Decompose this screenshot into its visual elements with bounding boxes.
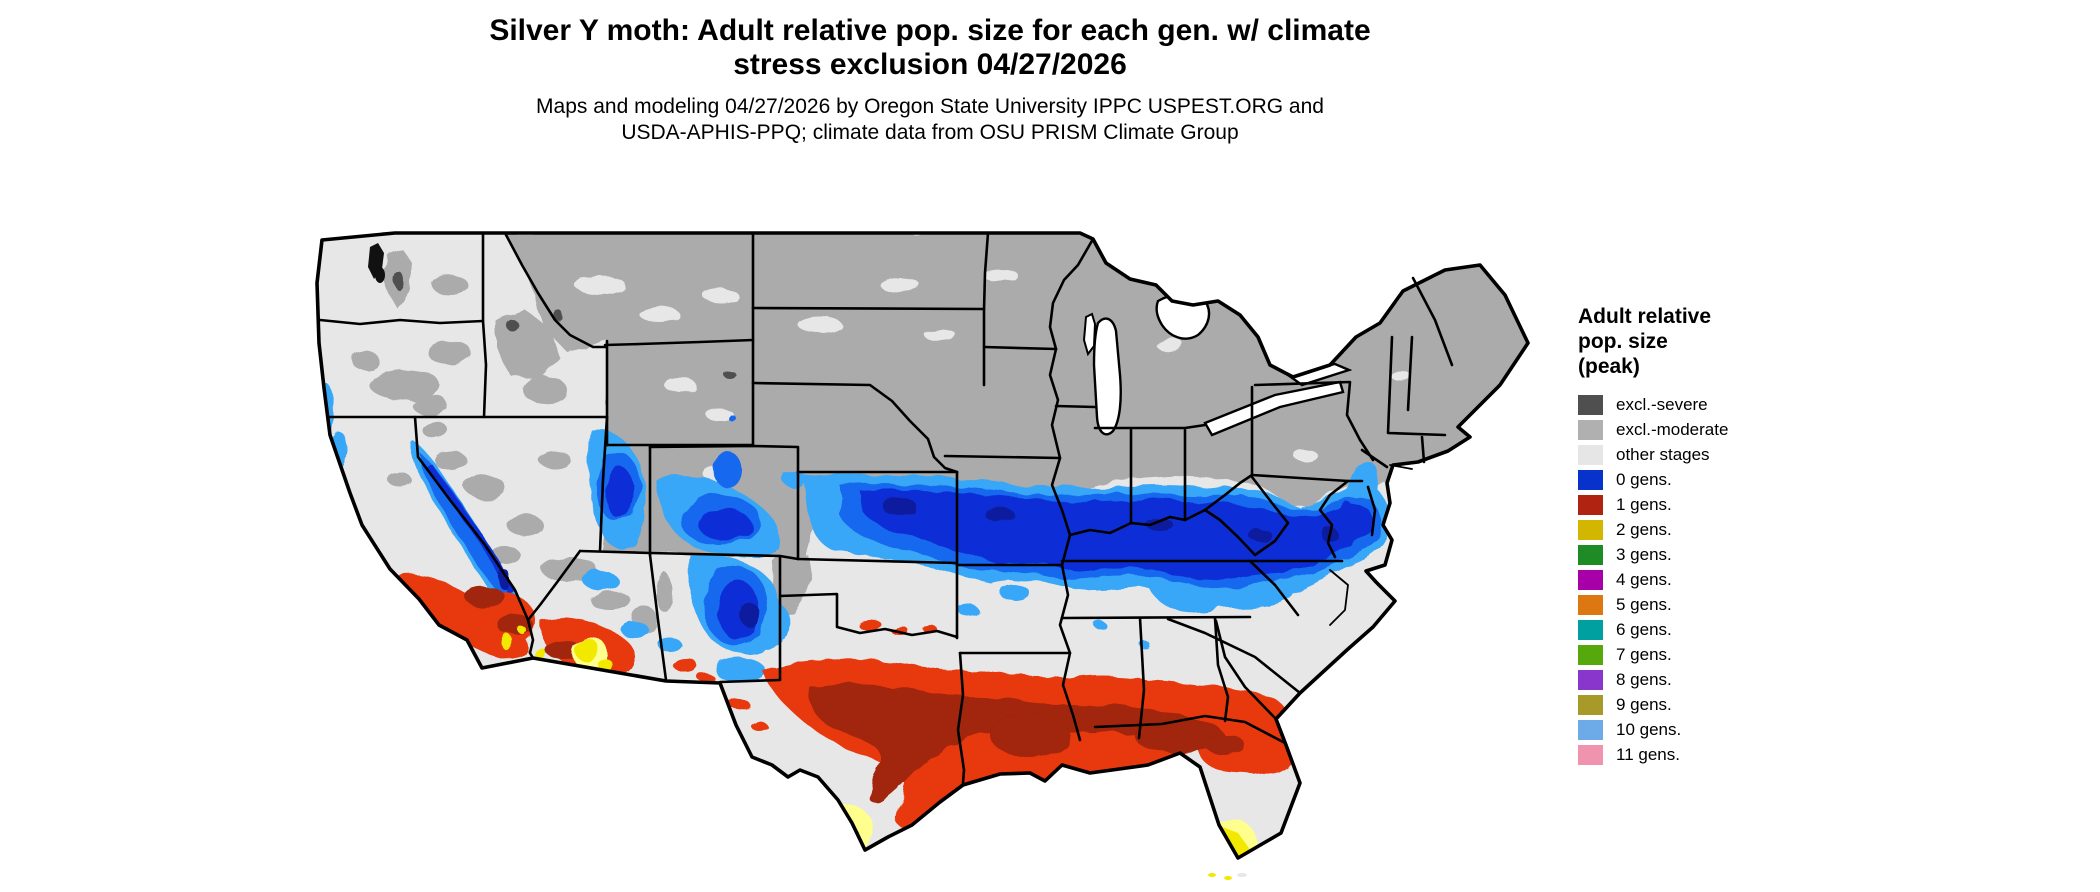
legend-item: 4 gens. bbox=[1578, 570, 1818, 590]
map-subtitle-line1: Maps and modeling 04/27/2026 by Oregon S… bbox=[536, 95, 1324, 118]
florida-keys bbox=[1208, 873, 1247, 880]
legend-label: 2 gens. bbox=[1616, 520, 1672, 539]
legend-label: other stages bbox=[1616, 445, 1710, 464]
legend-label: 5 gens. bbox=[1616, 595, 1672, 614]
legend-swatch bbox=[1578, 495, 1603, 515]
legend-label: 8 gens. bbox=[1616, 670, 1672, 689]
legend-label: excl.-moderate bbox=[1616, 420, 1729, 439]
legend-swatch bbox=[1578, 645, 1603, 665]
legend-swatch bbox=[1578, 720, 1603, 740]
legend-item: 11 gens. bbox=[1578, 745, 1818, 765]
legend-title-line2: pop. size bbox=[1578, 330, 1668, 353]
legend-label: 3 gens. bbox=[1616, 545, 1672, 564]
legend-title-line3: (peak) bbox=[1578, 355, 1640, 378]
us-map-svg bbox=[315, 231, 1530, 880]
legend-item: 1 gens. bbox=[1578, 495, 1818, 515]
legend-item: 0 gens. bbox=[1578, 470, 1818, 490]
legend-label: excl.-severe bbox=[1616, 395, 1708, 414]
legend-rows: excl.-severe excl.-moderate other stages 0 … bbox=[1578, 395, 1818, 770]
legend-swatch bbox=[1578, 745, 1603, 765]
us-map bbox=[300, 225, 1550, 892]
legend-swatch bbox=[1578, 695, 1603, 715]
map-title-line1: Silver Y moth: Adult relative pop. size … bbox=[489, 14, 1371, 47]
legend-label: 6 gens. bbox=[1616, 620, 1672, 639]
map-title-line2: stress exclusion 04/27/2026 bbox=[733, 48, 1127, 81]
legend-item: 5 gens. bbox=[1578, 595, 1818, 615]
legend-label: 9 gens. bbox=[1616, 695, 1672, 714]
legend-title: Adult relative pop. size (peak) bbox=[1578, 304, 1818, 379]
legend-item: 2 gens. bbox=[1578, 520, 1818, 540]
legend-item: 8 gens. bbox=[1578, 670, 1818, 690]
map-header: Silver Y moth: Adult relative pop. size … bbox=[0, 14, 1860, 146]
legend-label: 7 gens. bbox=[1616, 645, 1672, 664]
legend-title-line1: Adult relative bbox=[1578, 305, 1712, 328]
state-borders bbox=[318, 231, 1454, 785]
legend-swatch bbox=[1578, 470, 1603, 490]
map-subtitle: Maps and modeling 04/27/2026 by Oregon S… bbox=[0, 94, 1860, 146]
legend-item: excl.-severe bbox=[1578, 395, 1818, 415]
legend-swatch bbox=[1578, 420, 1603, 440]
us-outline bbox=[315, 231, 1530, 860]
legend-item: 7 gens. bbox=[1578, 645, 1818, 665]
legend-label: 4 gens. bbox=[1616, 570, 1672, 589]
legend-label: 1 gens. bbox=[1616, 495, 1672, 514]
legend-label: 10 gens. bbox=[1616, 720, 1682, 739]
legend-item: 9 gens. bbox=[1578, 695, 1818, 715]
legend-swatch bbox=[1578, 570, 1603, 590]
map-legend: Adult relative pop. size (peak) excl.-se… bbox=[1578, 304, 1818, 770]
legend-swatch bbox=[1578, 670, 1603, 690]
legend-item: excl.-moderate bbox=[1578, 420, 1818, 440]
legend-swatch bbox=[1578, 395, 1603, 415]
legend-item: 10 gens. bbox=[1578, 720, 1818, 740]
legend-item: other stages bbox=[1578, 445, 1818, 465]
legend-swatch bbox=[1578, 445, 1603, 465]
legend-swatch bbox=[1578, 620, 1603, 640]
legend-item: 6 gens. bbox=[1578, 620, 1818, 640]
legend-label: 0 gens. bbox=[1616, 470, 1672, 489]
legend-label: 11 gens. bbox=[1616, 745, 1680, 764]
legend-swatch bbox=[1578, 545, 1603, 565]
legend-swatch bbox=[1578, 520, 1603, 540]
legend-swatch bbox=[1578, 595, 1603, 615]
legend-item: 3 gens. bbox=[1578, 545, 1818, 565]
population-layer bbox=[317, 233, 1528, 858]
map-subtitle-line2: USDA-APHIS-PPQ; climate data from OSU PR… bbox=[621, 121, 1239, 144]
